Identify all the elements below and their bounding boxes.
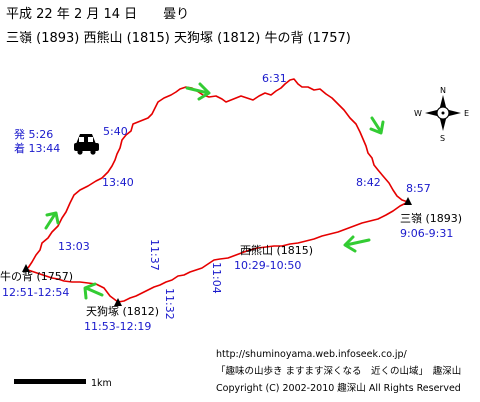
scale-label: 1km (91, 378, 112, 389)
car-icon (74, 134, 99, 155)
arrow-southwest-icon (83, 282, 104, 300)
footer-copyright: Copyright (C) 2002-2010 趣深山 All Rights R… (216, 382, 461, 394)
waypoint-time-vertical: 11:32 (163, 288, 176, 320)
compass-north: N (440, 86, 446, 95)
peak-name-nishikumayama: 西熊山 (1815) (240, 243, 313, 257)
scale-bar (14, 379, 86, 384)
peak-marker-sanrei (404, 197, 412, 205)
waypoint-time: 13:40 (102, 176, 134, 189)
waypoint-time: 5:40 (103, 125, 128, 138)
waypoint-time: 8:57 (406, 182, 431, 195)
compass-east: E (464, 109, 469, 118)
route-line-south (27, 201, 409, 303)
compass-west: W (414, 109, 422, 118)
date-weather-title: 平成 22 年 2 月 14 日 曇り (6, 7, 189, 22)
peak-time-nishikumayama: 10:29-10:50 (234, 259, 301, 272)
peak-marker-ushinose (22, 264, 30, 272)
arrow-northeast-icon (44, 211, 60, 230)
peak-name-tengudzuka: 天狗塚 (1812) (86, 305, 159, 318)
peak-time-tengudzuka: 11:53-12:19 (84, 320, 151, 333)
route-line (27, 78, 409, 269)
arrow-west-icon (343, 235, 371, 253)
arrive-time: 着 13:44 (14, 141, 60, 155)
footer-url: http://shuminoyama.web.infoseek.co.jp/ (216, 349, 408, 360)
peak-marker-tengudzuka (114, 298, 122, 306)
direction-arrows (44, 82, 385, 300)
depart-time: 発 5:26 (14, 127, 53, 141)
peaks-title: 三嶺 (1893) 西熊山 (1815) 天狗塚 (1812) 牛の背 (175… (6, 30, 351, 46)
peak-name-ushinose: 牛の背 (1757) (0, 269, 73, 283)
waypoint-time: 6:31 (262, 72, 287, 85)
arrow-southeast-icon (369, 116, 385, 135)
peak-time-ushinose: 12:51-12:54 (2, 286, 69, 299)
compass-rose (425, 95, 461, 131)
waypoint-time-vertical: 11:37 (148, 239, 161, 271)
waypoint-time: 13:03 (58, 240, 90, 253)
peak-name-sanrei: 三嶺 (1893) (400, 212, 462, 225)
arrow-east-icon (185, 82, 211, 101)
peak-marker-nishikumayama (248, 248, 252, 252)
compass-south: S (440, 134, 445, 143)
waypoint-time: 8:42 (356, 176, 381, 189)
peak-time-sanrei: 9:06-9:31 (400, 227, 453, 240)
waypoint-time-vertical: 11:04 (210, 262, 223, 294)
footer-slogan: 「趣味の山歩き ますます深くなる 近くの山域」 趣深山 (216, 365, 461, 377)
